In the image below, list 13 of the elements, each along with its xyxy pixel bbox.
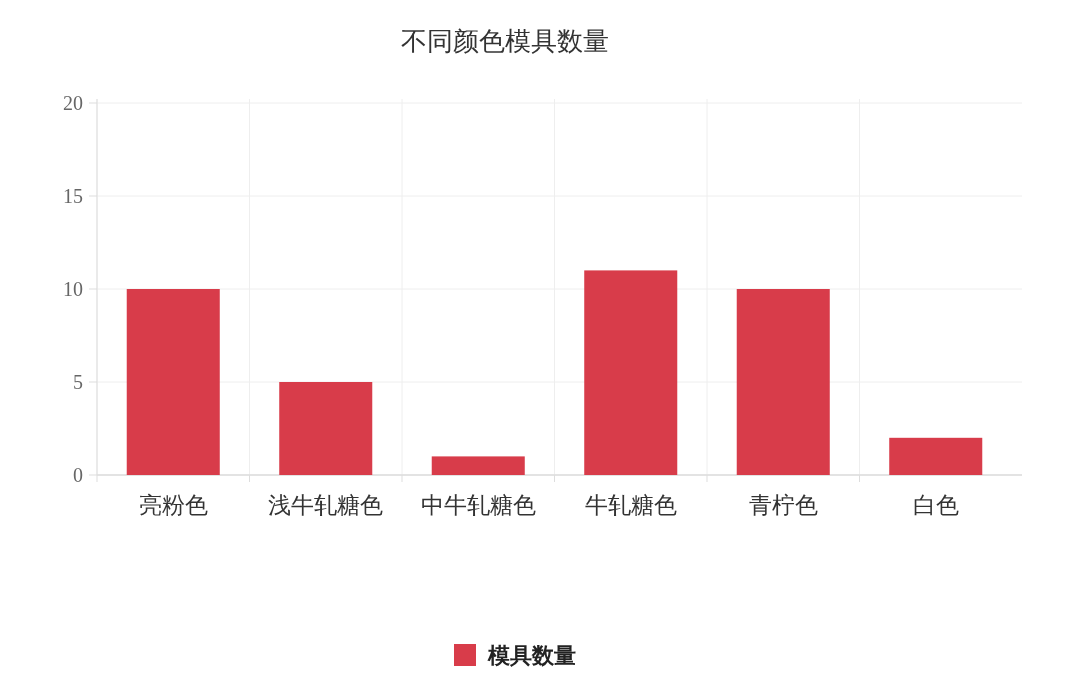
xtick: 浅牛轧糖色 <box>268 492 384 518</box>
ytick: 20 <box>63 92 83 114</box>
xtick: 亮粉色 <box>138 492 208 518</box>
ytick: 0 <box>73 464 83 486</box>
ytick: 15 <box>63 185 83 207</box>
xtick: 白色 <box>912 492 959 518</box>
ytick: 5 <box>73 371 83 393</box>
xtick: 牛轧糖色 <box>584 492 677 518</box>
xtick: 中牛轧糖色 <box>420 492 536 518</box>
ytick: 10 <box>63 278 83 300</box>
legend-label: 模具数量 <box>488 643 576 668</box>
xtick: 青柠色 <box>748 492 818 518</box>
title: 不同颜色模具数量 <box>401 26 609 56</box>
